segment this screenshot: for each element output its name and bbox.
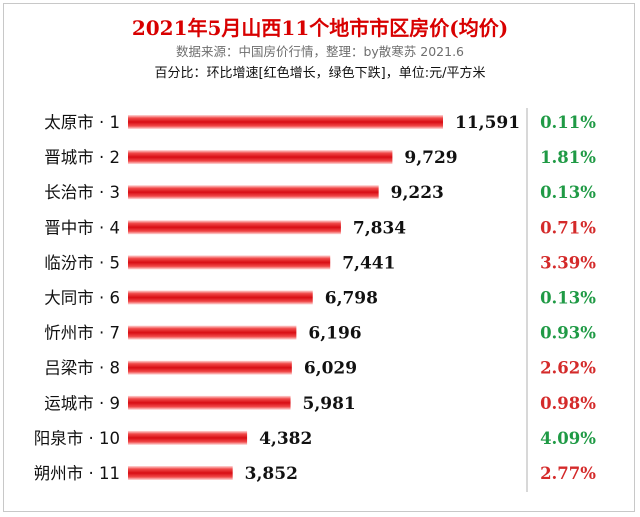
value-label: 6,029 bbox=[304, 359, 357, 379]
value-label: 5,981 bbox=[303, 394, 356, 414]
change-label: 2.62% bbox=[540, 359, 596, 378]
value-label: 11,591 bbox=[455, 113, 520, 133]
category-label: 晋城市 · 2 bbox=[44, 148, 120, 167]
bar bbox=[128, 115, 443, 129]
category-label: 阳泉市 · 10 bbox=[34, 429, 120, 448]
value-label: 3,852 bbox=[245, 464, 298, 484]
chart-subtitle: 数据来源：中国房价行情，整理：by散寒苏 2021.6 bbox=[175, 44, 465, 59]
change-label: 0.13% bbox=[540, 289, 596, 308]
bar bbox=[128, 466, 233, 480]
value-label: 9,223 bbox=[391, 183, 444, 203]
category-label: 运城市 · 9 bbox=[44, 394, 120, 413]
bar bbox=[128, 325, 297, 340]
category-label: 吕梁市 · 8 bbox=[44, 359, 120, 378]
chart-title: 2021年5月山西11个地市市区房价(均价) bbox=[131, 16, 509, 40]
value-label: 9,729 bbox=[404, 148, 457, 168]
change-label: 3.39% bbox=[540, 253, 596, 272]
change-label: 1.81% bbox=[540, 148, 596, 167]
change-label: 0.98% bbox=[540, 394, 596, 413]
value-label: 7,441 bbox=[342, 253, 395, 273]
category-label: 大同市 · 6 bbox=[44, 289, 120, 308]
bar bbox=[128, 430, 248, 445]
change-label: 0.11% bbox=[540, 113, 596, 132]
category-label: 忻州市 · 7 bbox=[44, 324, 120, 343]
change-label: 0.93% bbox=[540, 324, 596, 343]
chart-note: 百分比：环比增速[红色增长，绿色下跌]，单位:元/平方米 bbox=[154, 66, 486, 81]
category-label: 长治市 · 3 bbox=[44, 183, 120, 202]
bar bbox=[128, 150, 393, 165]
category-label: 临汾市 · 5 bbox=[44, 253, 120, 272]
bar bbox=[128, 360, 292, 375]
bar bbox=[128, 185, 379, 200]
value-label: 7,834 bbox=[353, 218, 406, 238]
bar bbox=[128, 290, 313, 305]
change-label: 2.77% bbox=[540, 464, 596, 483]
change-label: 4.09% bbox=[540, 429, 596, 448]
change-label: 0.13% bbox=[540, 183, 596, 202]
bar bbox=[128, 395, 291, 410]
bar bbox=[128, 220, 341, 235]
value-label: 6,196 bbox=[308, 324, 361, 344]
category-label: 太原市 · 1 bbox=[44, 113, 120, 132]
bar bbox=[128, 255, 331, 270]
change-label: 0.71% bbox=[540, 218, 596, 237]
category-label: 晋中市 · 4 bbox=[44, 218, 120, 237]
value-label: 6,798 bbox=[325, 289, 378, 309]
value-label: 4,382 bbox=[259, 429, 312, 449]
category-label: 朔州市 · 11 bbox=[34, 464, 120, 483]
